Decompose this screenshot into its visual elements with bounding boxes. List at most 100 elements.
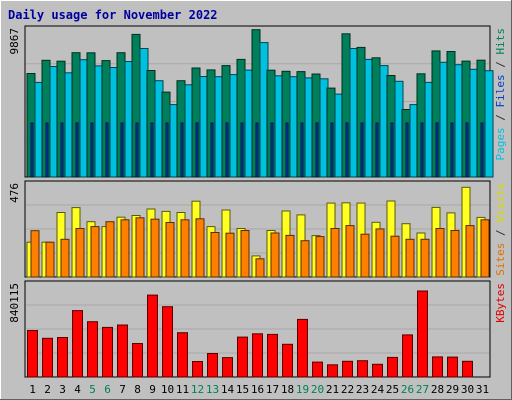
bar-sites-day-20 [315, 236, 325, 278]
bar-files-day-25 [390, 122, 394, 178]
bar-kbytes-day-30 [462, 360, 473, 378]
bar-kbytes-day-24 [372, 363, 383, 378]
legend-part-top-4: Hits [494, 28, 507, 55]
bar-sites-day-29 [450, 230, 460, 278]
x-tick-label-7: 7 [119, 383, 126, 396]
y-max-label-bottom: 840115 [8, 283, 21, 323]
legend-part-top-0: Pages [494, 127, 507, 160]
x-tick-label-27: 27 [416, 383, 429, 396]
bar-kbytes-day-9 [147, 294, 158, 378]
bar-files-day-5 [90, 122, 94, 178]
bar-kbytes-day-11 [177, 332, 188, 378]
bar-sites-day-17 [270, 232, 280, 278]
bar-kbytes-day-17 [267, 333, 278, 378]
x-tick-label-13: 13 [206, 383, 219, 396]
x-tick-label-3: 3 [59, 383, 66, 396]
bar-files-day-17 [270, 122, 274, 178]
bar-kbytes-day-25 [387, 356, 398, 378]
bar-kbytes-day-2 [42, 337, 53, 378]
x-tick-label-28: 28 [431, 383, 444, 396]
bar-sites-day-15 [240, 230, 250, 278]
bar-files-day-24 [375, 122, 379, 178]
x-tick-label-6: 6 [104, 383, 111, 396]
x-tick-label-11: 11 [176, 383, 189, 396]
bar-files-day-20 [315, 122, 319, 178]
chart-title: Daily usage for November 2022 [8, 8, 218, 22]
bar-kbytes-day-6 [102, 326, 113, 378]
bar-files-day-1 [30, 122, 34, 178]
bar-kbytes-day-23 [357, 360, 368, 378]
x-tick-label-4: 4 [74, 383, 81, 396]
x-tick-label-20: 20 [311, 383, 324, 396]
bar-sites-day-6 [105, 221, 115, 278]
bar-files-day-9 [150, 122, 154, 178]
legend-part-top-3: / [494, 55, 507, 75]
bar-files-day-6 [105, 122, 109, 178]
legend-part-top-1: / [494, 108, 507, 128]
x-tick-label-31: 31 [476, 383, 489, 396]
legend-part-bottom-0: KBytes [494, 283, 507, 323]
bar-kbytes-day-1 [27, 330, 38, 378]
x-tick-label-24: 24 [371, 383, 385, 396]
bar-kbytes-day-28 [432, 356, 443, 378]
bar-sites-day-10 [165, 222, 175, 278]
x-tick-label-14: 14 [221, 383, 235, 396]
x-tick-label-2: 2 [44, 383, 51, 396]
bar-files-day-27 [420, 122, 424, 178]
x-tick-label-12: 12 [191, 383, 204, 396]
bar-kbytes-day-29 [447, 356, 458, 378]
bar-files-day-11 [180, 122, 184, 178]
bar-pages-day-31 [484, 70, 494, 178]
bar-files-day-30 [465, 122, 469, 178]
bar-kbytes-day-3 [57, 337, 68, 378]
bar-sites-day-26 [405, 238, 415, 278]
bar-kbytes-day-13 [207, 353, 218, 378]
bar-kbytes-day-4 [72, 310, 83, 378]
bar-kbytes-day-18 [282, 343, 293, 378]
bar-sites-day-11 [180, 219, 190, 278]
bar-kbytes-day-16 [252, 333, 263, 378]
axis-legend-bottom: KBytes [494, 283, 507, 323]
x-tick-label-25: 25 [386, 383, 399, 396]
bar-files-day-8 [135, 122, 139, 178]
bar-sites-day-2 [45, 241, 55, 278]
x-tick-label-16: 16 [251, 383, 264, 396]
bar-sites-day-31 [480, 219, 490, 278]
x-tick-label-9: 9 [149, 383, 156, 396]
bar-sites-day-5 [90, 226, 100, 278]
bar-files-day-12 [195, 122, 199, 178]
x-tick-label-1: 1 [29, 383, 36, 396]
legend-part-middle-1: / [494, 223, 507, 243]
bar-kbytes-day-21 [327, 364, 338, 378]
bar-kbytes-day-27 [417, 290, 428, 378]
bar-files-day-21 [330, 122, 334, 178]
legend-part-middle-2: Visits [494, 183, 507, 223]
bar-sites-day-27 [420, 238, 430, 278]
bar-files-day-28 [435, 122, 439, 178]
bar-sites-day-22 [345, 225, 355, 278]
bar-sites-day-3 [60, 238, 70, 278]
y-max-label-top: 9867 [8, 28, 21, 55]
bar-files-day-26 [405, 122, 409, 178]
bar-files-day-15 [240, 122, 244, 178]
legend-part-middle-0: Sites [494, 243, 507, 276]
bar-kbytes-day-20 [312, 361, 323, 378]
bar-sites-day-14 [225, 232, 235, 278]
bar-files-day-31 [480, 122, 484, 178]
x-tick-label-8: 8 [134, 383, 141, 396]
bar-files-day-3 [60, 122, 64, 178]
bar-files-day-22 [345, 122, 349, 178]
bar-sites-day-9 [150, 218, 160, 278]
bar-kbytes-day-19 [297, 318, 308, 378]
bar-files-day-19 [300, 122, 304, 178]
bar-sites-day-16 [255, 258, 265, 278]
bar-sites-day-28 [435, 228, 445, 278]
bar-sites-day-1 [30, 230, 40, 278]
legend-part-top-2: Files [494, 74, 507, 107]
x-tick-label-21: 21 [326, 383, 339, 396]
x-tick-label-30: 30 [461, 383, 474, 396]
x-tick-label-26: 26 [401, 383, 414, 396]
x-tick-label-23: 23 [356, 383, 369, 396]
